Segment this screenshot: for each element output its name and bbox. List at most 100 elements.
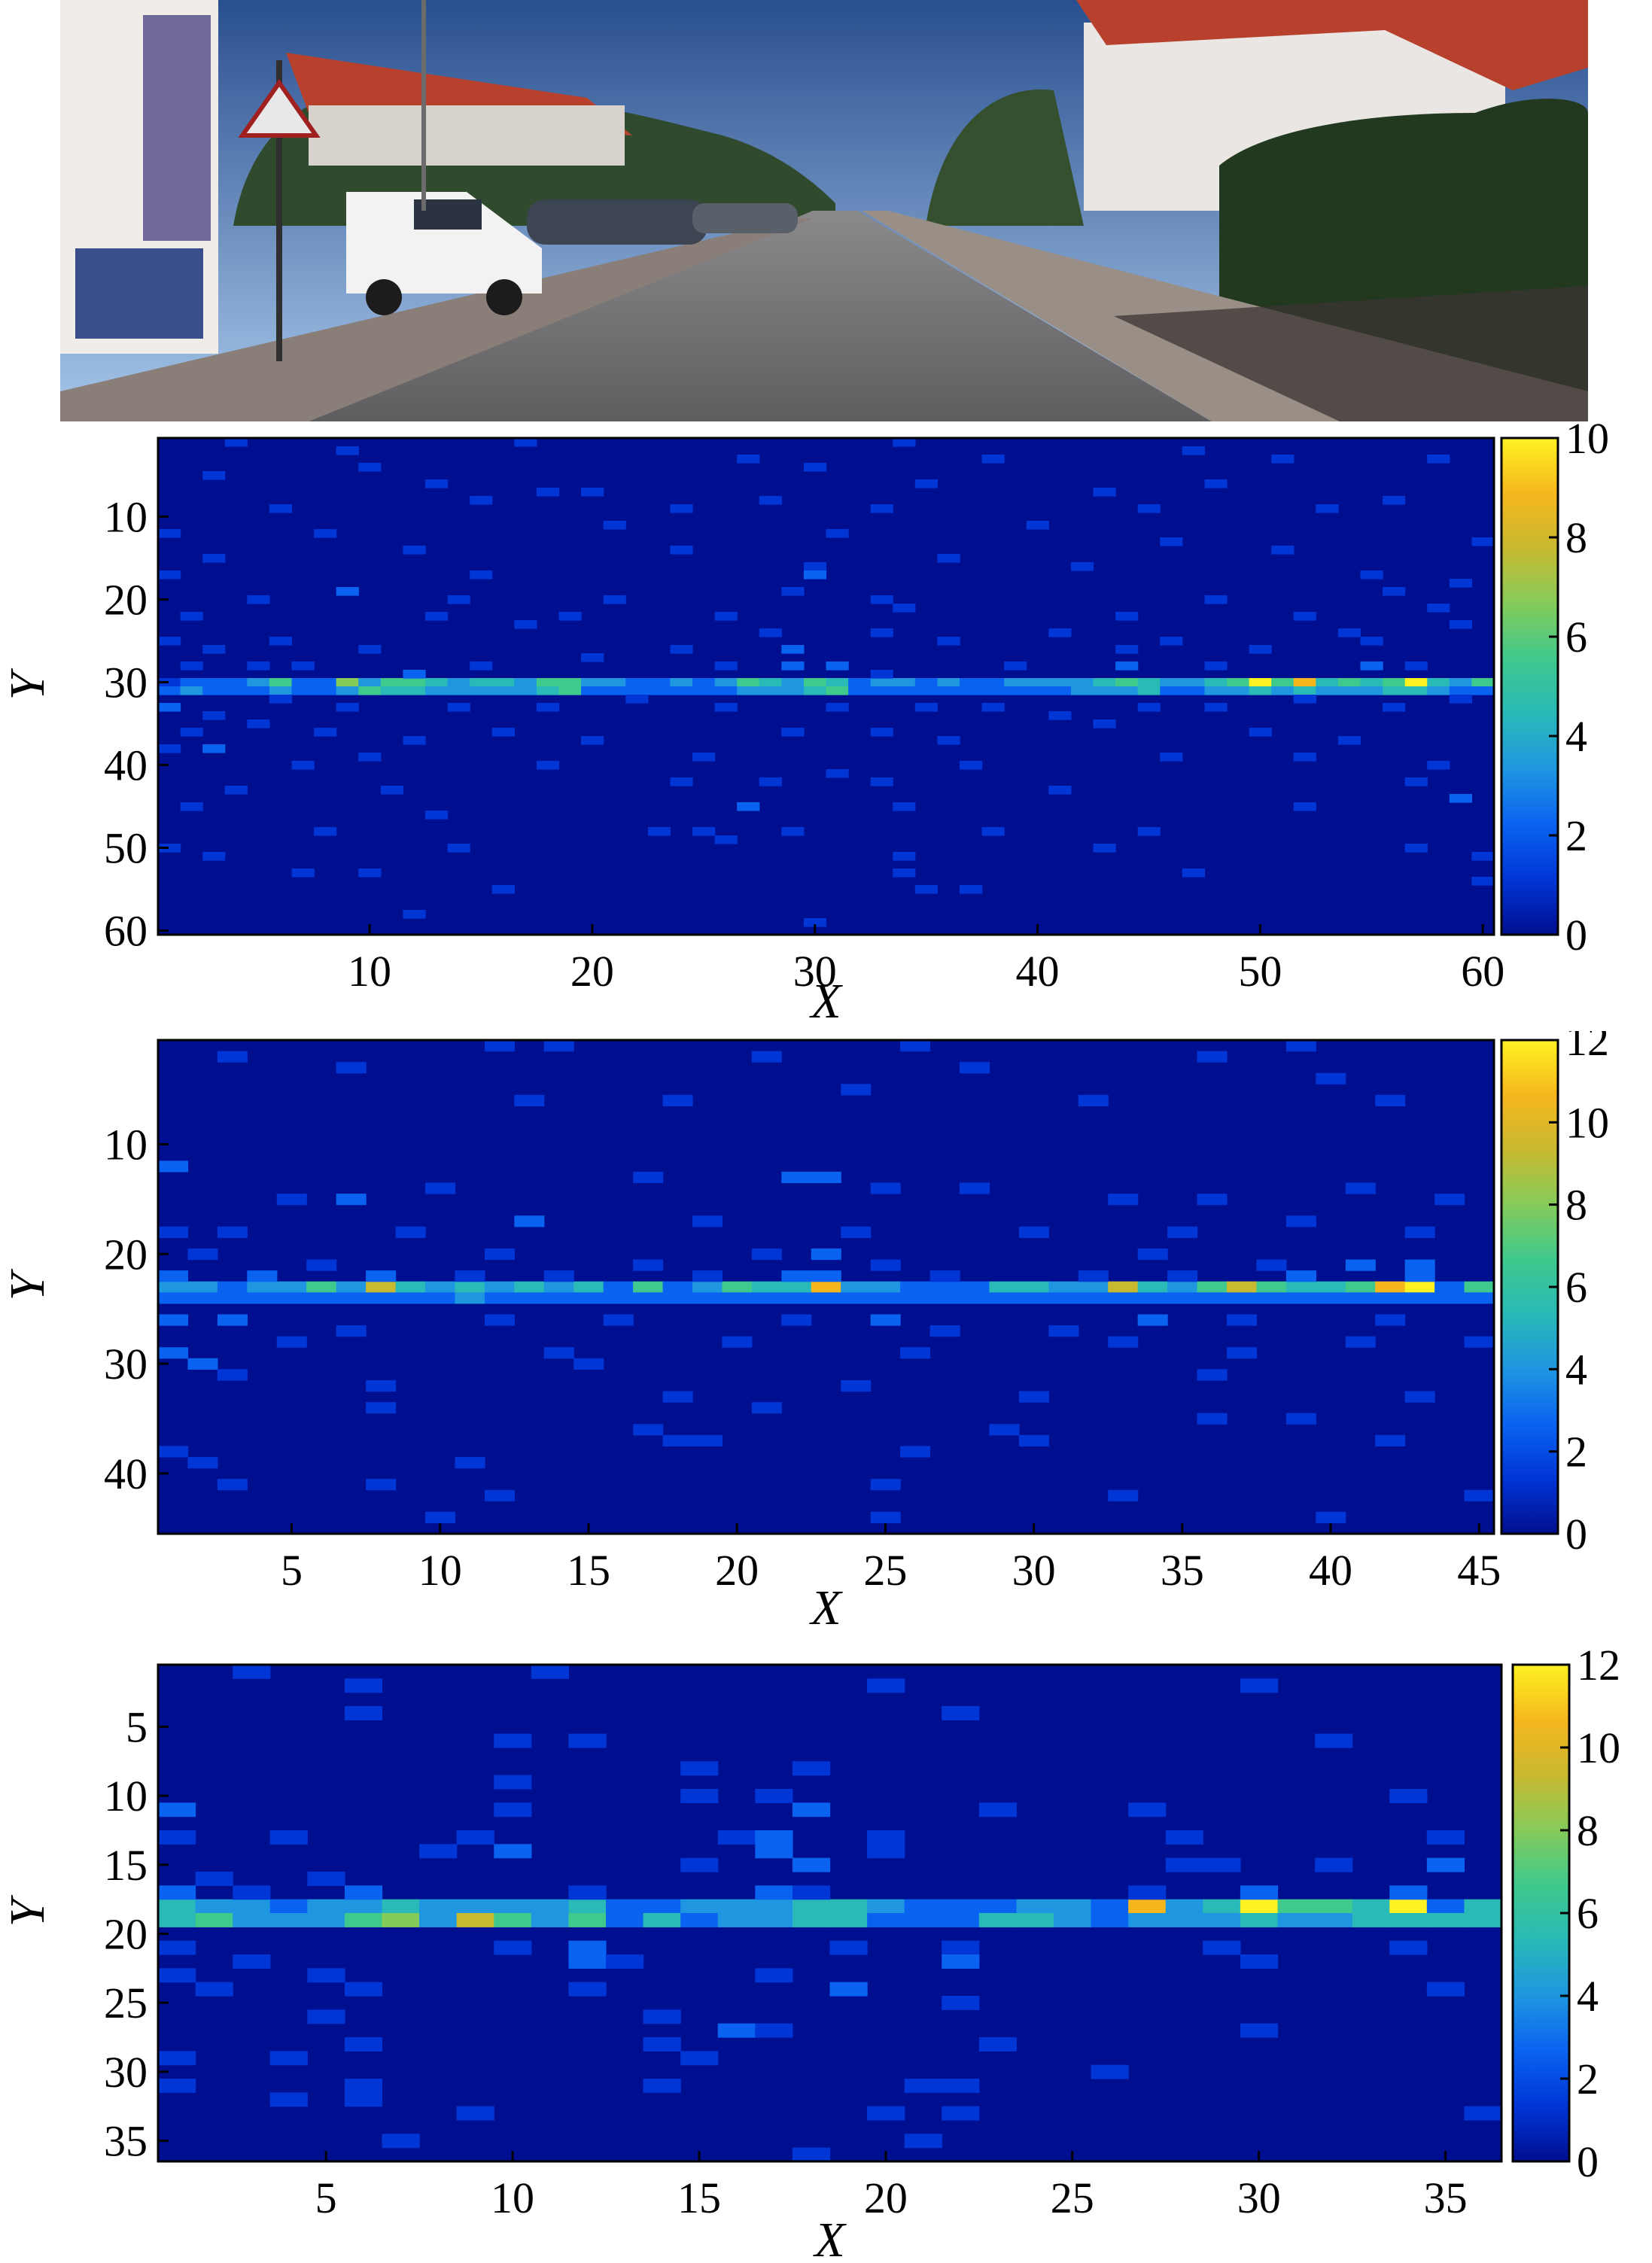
heatmap-cell: [811, 1292, 841, 1304]
heatmap-cell: [382, 1899, 420, 1914]
colorbar-tick-label: 4: [1577, 1972, 1599, 2021]
heatmap-cell: [1197, 1194, 1228, 1206]
heatmap-cell: [893, 678, 916, 687]
heatmap-cell: [336, 446, 359, 455]
heatmap-cell: [558, 678, 582, 687]
heatmap-cell: [202, 678, 226, 687]
heatmap-cell: [989, 1424, 1020, 1436]
heatmap-cell: [1249, 686, 1272, 695]
y-tick-label: 20: [104, 1910, 148, 1959]
heatmap-cell: [1203, 1857, 1241, 1872]
heatmap-cell: [937, 637, 960, 646]
heatmap-cell: [759, 496, 782, 505]
colorbar: [1511, 1663, 1571, 2163]
heatmap-cell: [447, 844, 470, 853]
heatmap-cell: [662, 1391, 693, 1403]
heatmap-cell: [960, 885, 983, 894]
heatmap-cell: [942, 1940, 980, 1955]
heatmap-cell: [1404, 777, 1428, 786]
heatmap-cell: [603, 595, 626, 604]
heatmap-cell: [158, 678, 181, 687]
heatmap-cell: [811, 1248, 841, 1261]
heatmap-cell: [1240, 1678, 1279, 1693]
heatmap-cell: [1404, 1259, 1435, 1271]
heatmap-cell: [1471, 686, 1495, 695]
heatmap-cell: [1108, 1194, 1139, 1206]
y-tick-label: 10: [104, 493, 148, 542]
plot-frame: [157, 436, 1495, 936]
heatmap-cell: [1227, 1347, 1258, 1359]
heatmap-cell: [1108, 1489, 1139, 1501]
heatmap-cell: [344, 1885, 383, 1900]
heatmap-cell: [1449, 579, 1473, 588]
heatmap-cell: [692, 1270, 723, 1282]
heatmap-cell: [1316, 1072, 1346, 1084]
x-tick-label: 20: [570, 947, 614, 996]
heatmap-cell: [1227, 686, 1250, 695]
heatmap-cell: [456, 1899, 494, 1914]
heatmap-cell: [1345, 1259, 1376, 1271]
heatmap-cell: [425, 1511, 456, 1524]
heatmap-cell: [792, 1885, 831, 1900]
heatmap-cell: [1426, 1857, 1465, 1872]
heatmap-chart-1: 10 20 30 40 50 60 10 20 30 40 50 60 X Y 0 2 4 6 8 10: [0, 421, 1609, 1029]
heatmap-cell: [942, 2106, 980, 2121]
heatmap-cell: [425, 811, 449, 820]
heatmap-cell: [737, 455, 760, 464]
heatmap-cell: [1277, 1899, 1316, 1914]
heatmap-cell: [1227, 678, 1250, 687]
heatmap-cell: [491, 678, 515, 687]
y-tick-label: 10: [104, 1120, 148, 1169]
heatmap-cell: [1471, 877, 1495, 886]
heatmap-cell: [419, 1844, 458, 1859]
heatmap-cell: [670, 504, 693, 513]
x-axis-label: X: [808, 974, 843, 1029]
heatmap-cell: [276, 1281, 307, 1293]
heatmap-cell: [1360, 678, 1383, 687]
heatmap-cell: [893, 802, 916, 811]
heatmap-cell: [662, 1281, 693, 1293]
heatmap-cell: [1048, 1292, 1079, 1304]
heatmap-cell: [792, 1899, 831, 1914]
y-tick-label: 20: [104, 576, 148, 625]
heatmap-cell: [247, 719, 270, 728]
heatmap-cell: [202, 645, 226, 654]
heatmap-cell: [1018, 1292, 1049, 1304]
heatmap-cell: [1316, 1292, 1346, 1304]
x-tick-label: 10: [348, 947, 391, 996]
heatmap-cell: [1375, 1314, 1406, 1326]
heatmap-cell: [900, 1347, 931, 1359]
heatmap-cell: [247, 686, 270, 695]
heatmap-cell: [195, 1982, 233, 1997]
y-tick-label: 30: [104, 2048, 148, 2097]
heatmap-cell: [180, 612, 203, 621]
heatmap-cell: [803, 562, 827, 571]
heatmap-cell: [1271, 686, 1295, 695]
x-tick-label: 60: [1461, 947, 1504, 996]
heatmap-cell: [1227, 1314, 1258, 1326]
heatmap-cell: [1316, 1511, 1346, 1524]
heatmap-cell: [1434, 1194, 1465, 1206]
heatmap-cell: [573, 1358, 604, 1370]
heatmap-cell: [978, 2037, 1018, 2052]
x-tick-label: 30: [1237, 2173, 1281, 2222]
heatmap-cell: [1018, 1226, 1049, 1238]
heatmap-cell: [1137, 678, 1161, 687]
heatmap-cell: [291, 662, 315, 671]
heatmap-cell: [692, 1215, 723, 1227]
heatmap-cell: [1160, 637, 1183, 646]
colorbar-tick-label: 0: [1565, 911, 1587, 960]
x-tick-label: 5: [315, 2173, 337, 2222]
heatmap-cell: [494, 1940, 532, 1955]
heatmap-cell: [1108, 1281, 1139, 1293]
heatmap-cell: [158, 686, 181, 695]
heatmap-cell: [680, 1913, 719, 1927]
heatmap-cell: [1375, 1094, 1406, 1107]
heatmap-cell: [366, 1479, 397, 1491]
heatmap-cell: [1182, 446, 1206, 455]
heatmap-cell: [781, 1281, 812, 1293]
heatmap-cell: [751, 1292, 782, 1304]
right-shadow: [1114, 286, 1588, 421]
heatmap-cell: [603, 1281, 634, 1293]
heatmap-cell: [158, 1913, 196, 1927]
